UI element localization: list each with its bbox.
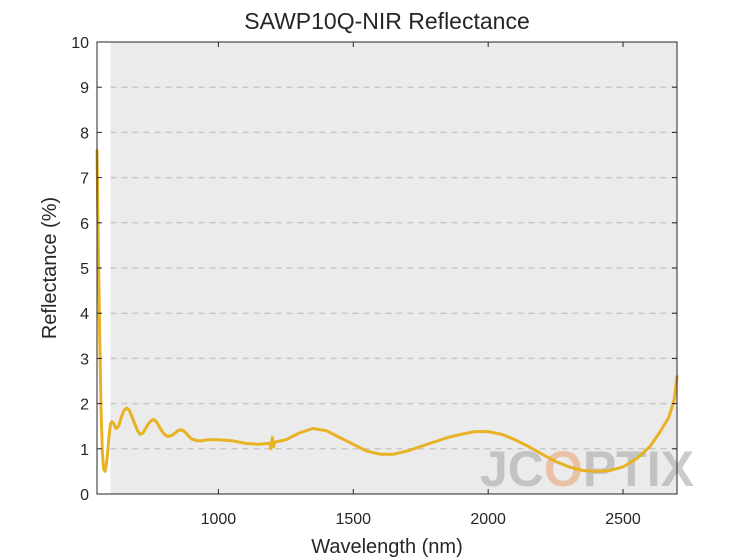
svg-text:PTIX: PTIX	[583, 441, 694, 497]
x-tick-label-2000: 2000	[470, 511, 506, 528]
y-tick-label-5: 5	[80, 261, 89, 278]
x-axis-label: Wavelength (nm)	[311, 536, 463, 558]
y-tick-label-10: 10	[71, 35, 89, 52]
y-tick-label-9: 9	[80, 80, 89, 97]
series-line	[95, 149, 679, 473]
y-tick-label-1: 1	[80, 442, 89, 459]
y-tick-label-3: 3	[80, 351, 89, 368]
x-tick-label-1500: 1500	[335, 511, 371, 528]
x-tick-label-2500: 2500	[605, 511, 641, 528]
y-tick-label-6: 6	[80, 216, 89, 233]
y-tick-label-7: 7	[80, 171, 89, 188]
y-tick-label-8: 8	[80, 125, 89, 142]
shaded-band	[110, 42, 677, 494]
x-tick-label-1000: 1000	[201, 511, 237, 528]
y-axis-label: Reflectance (%)	[39, 197, 61, 339]
y-tick-label-4: 4	[80, 306, 89, 323]
chart-title: SAWP10Q-NIR Reflectance	[244, 8, 529, 34]
axis-ticks: 0 1 2 3 4 5 6 7 8 9 10 1000 1500 2000 2500	[71, 35, 677, 528]
y-tick-label-2: 2	[80, 397, 89, 414]
watermark-logo: JC O PTIX	[480, 441, 694, 497]
y-tick-label-0: 0	[80, 487, 89, 504]
